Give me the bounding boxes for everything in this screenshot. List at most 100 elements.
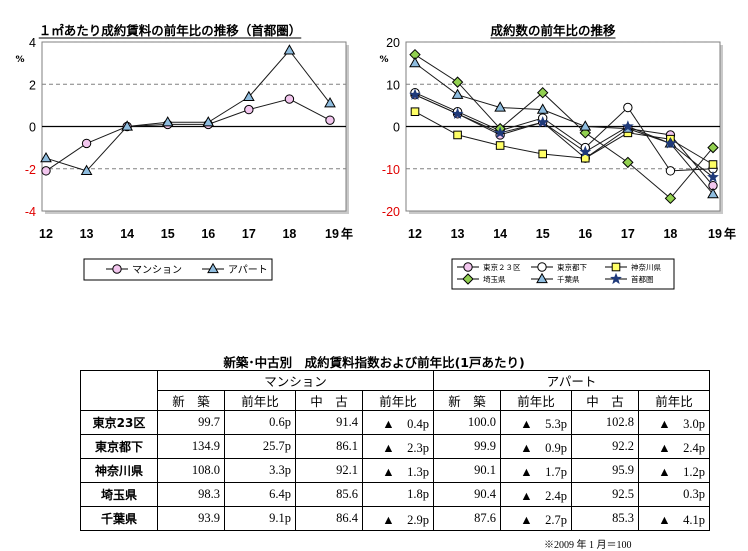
data-point-s2-1 <box>453 130 462 140</box>
data-point-s5-3 <box>536 116 549 128</box>
data-point-s4-1 <box>451 88 464 99</box>
y-axis-label: % <box>379 55 388 65</box>
x-tick-label: 18 <box>282 227 296 241</box>
data-point-s1-0 <box>40 151 52 163</box>
table-cell: 25.7p <box>224 434 296 459</box>
y-tick-label: 0 <box>29 121 36 135</box>
table-title: 新築･中古別 成約賃料指数および前年比(1戸あたり) <box>223 355 525 370</box>
table-cell: 108.0 <box>157 458 225 483</box>
data-point-s1-4 <box>202 116 215 127</box>
table-cell: 91.4 <box>295 410 363 435</box>
row-label: 東京23区 <box>80 410 158 435</box>
column-header: 中 古 <box>571 390 639 411</box>
y-tick-label: 10 <box>386 78 400 92</box>
data-point-s5-7 <box>707 170 719 183</box>
table-row: 東京23区 99.7 0.6p 91.4 ▲ 0.4p 100.0 ▲ 5.3p 102.8 ▲… <box>80 410 710 435</box>
y-tick-label: 4 <box>29 36 36 50</box>
chart-title: 成約数の前年比の推移 <box>490 23 616 38</box>
data-point-s1-5 <box>623 102 633 113</box>
chart-title: １㎡あたり成約賃料の前年比の推移（首都圏） <box>39 23 302 38</box>
table-cell: 93.9 <box>157 506 225 531</box>
table-cell: ▲ 1.2p <box>638 458 710 483</box>
x-tick-label: 16 <box>201 227 215 241</box>
contracts-yoy-chart: 20 10 0 -10 -20% 12 13 14 15 16 17 18 19 年 成約数の前年比の推移東… <box>379 23 736 290</box>
x-tick-label: 13 <box>451 227 465 241</box>
table-cell: 98.3 <box>157 482 225 507</box>
y-tick-label: 2 <box>29 78 36 92</box>
data-point-s3-4 <box>579 127 591 139</box>
data-point-s3-6 <box>664 192 677 205</box>
table-cell: 102.8 <box>571 410 639 435</box>
table-cell: ▲ 3.0p <box>638 410 710 435</box>
table-cell: ▲ 1.3p <box>362 458 434 483</box>
series-line-1 <box>45 49 331 172</box>
table-cell: 99.7 <box>157 410 225 435</box>
data-point-s5-6 <box>664 137 677 149</box>
table-row: 神奈川県 108.0 3.3p 92.1 ▲ 1.3p 90.1 ▲ 1.7p 95.9 ▲ 1… <box>80 458 710 483</box>
column-header: 前年比 <box>638 390 710 411</box>
x-tick-label: 15 <box>536 227 550 241</box>
data-point-s2-7 <box>708 160 718 169</box>
table-cell: 95.9 <box>571 458 639 483</box>
table-cell: ▲ 2.9p <box>362 506 434 531</box>
table-cell: 90.4 <box>433 482 501 507</box>
table-cell: ▲ 0.4p <box>362 410 434 435</box>
x-tick-label: 17 <box>242 227 256 241</box>
y-tick-label: 20 <box>386 36 400 50</box>
series-line-2 <box>414 111 714 165</box>
data-point-s0-6 <box>284 94 295 104</box>
table-note: ※2009 年 1 月＝100 <box>544 540 632 551</box>
table-cell: ▲ 1.7p <box>500 458 572 483</box>
data-point-s3-3 <box>537 86 549 99</box>
legend-label: 首都圏 <box>631 274 654 284</box>
table-cell: 0.6p <box>224 410 296 435</box>
data-point-s0-0 <box>41 166 51 176</box>
data-point-s5-1 <box>451 107 464 119</box>
data-point-s4-0 <box>409 56 421 68</box>
legend-box <box>83 258 273 281</box>
table-cell: 99.9 <box>433 434 501 459</box>
table-cell: 85.6 <box>295 482 363 507</box>
row-label: 東京都下 <box>80 434 158 459</box>
data-point-s5-5 <box>621 120 634 132</box>
x-tick-label: 16 <box>578 227 592 241</box>
table-corner <box>80 370 158 411</box>
data-point-s3-7 <box>707 141 719 154</box>
legend-label: マンション <box>132 265 182 276</box>
table-cell: 9.1p <box>224 506 296 531</box>
legend-marker-3 <box>462 273 474 285</box>
row-label: 埼玉県 <box>80 482 158 507</box>
legend-label: 東京都下 <box>557 262 587 272</box>
y-tick-label: -2 <box>25 163 36 177</box>
legend-box <box>451 258 675 290</box>
table-cell: ▲ 4.1p <box>638 506 710 531</box>
group-header-apartment: アパート <box>433 370 710 391</box>
y-tick-label: -4 <box>25 205 36 219</box>
data-point-s2-2 <box>495 141 505 150</box>
table-cell: ▲ 5.3p <box>500 410 572 435</box>
data-point-s5-0 <box>409 88 421 100</box>
group-header-mansion: マンション <box>157 370 434 391</box>
table-cell: ▲ 2.3p <box>362 434 434 459</box>
data-point-s1-2 <box>121 120 134 131</box>
legend-marker-5 <box>610 272 622 285</box>
legend-marker-0 <box>112 264 122 274</box>
x-tick-label: 17 <box>621 227 635 241</box>
rent-yoy-chart: 4 2 0 -2 -4% 12 13 14 15 16 17 18 19 年 １㎡あたり成約賃料の前年比の推… <box>15 23 353 281</box>
data-point-s5-2 <box>494 126 507 138</box>
table-cell: 87.6 <box>433 506 501 531</box>
column-header: 新 築 <box>433 390 501 411</box>
row-label: 千葉県 <box>80 506 158 531</box>
table-row: 千葉県 93.9 9.1p 86.4 ▲ 2.9p 87.6 ▲ 2.7p 85.3 ▲ 4.1… <box>80 506 710 531</box>
data-point-s1-7 <box>324 97 336 108</box>
x-axis-suffix: 年 <box>341 226 353 241</box>
y-tick-label: -10 <box>382 163 400 177</box>
data-point-s0-1 <box>81 138 92 149</box>
data-point-s1-5 <box>242 90 255 102</box>
table-cell: 86.1 <box>295 434 363 459</box>
data-point-s4-4 <box>579 120 592 131</box>
data-point-s0-7 <box>325 115 335 125</box>
legend-label: アパート <box>228 264 268 276</box>
data-point-s5-4 <box>579 145 592 157</box>
